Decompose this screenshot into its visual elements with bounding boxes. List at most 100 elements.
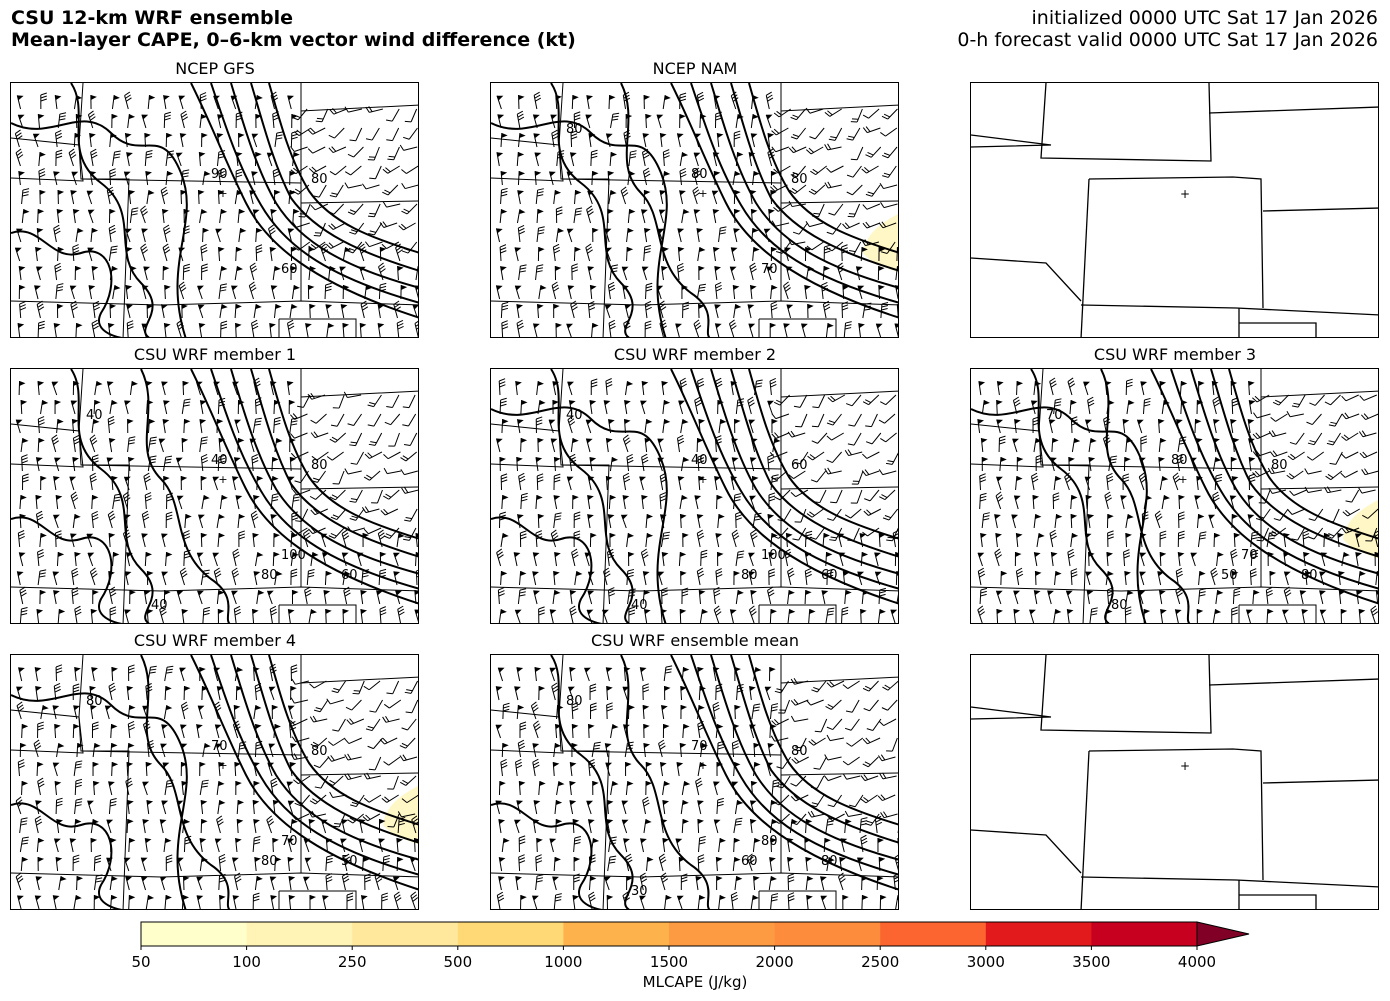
state-border <box>1080 876 1378 888</box>
contour-label: 80 <box>821 854 838 869</box>
shear-contour <box>1228 369 1378 540</box>
wind-barbs <box>495 91 898 337</box>
colorbar-tick-label: 250 <box>337 953 367 971</box>
map-panel-ensemble-mean: 80 80 70 80 80 60 30 + <box>490 654 899 910</box>
state-border <box>780 200 898 204</box>
shear-contour <box>670 655 898 891</box>
colorbar-tick-label: 2000 <box>755 953 794 971</box>
state-border <box>971 257 1082 302</box>
contour-label: 70 <box>211 739 228 754</box>
state-border <box>971 586 1378 592</box>
state-border <box>759 318 837 337</box>
state-border <box>11 137 84 182</box>
state-border <box>300 772 418 776</box>
state-border <box>780 369 898 398</box>
colorbar-tick-label: 1500 <box>649 953 689 971</box>
contour-label: 80 <box>86 694 103 709</box>
map-canvas: 70 80 80 80 + <box>491 83 898 337</box>
state-border <box>279 318 357 337</box>
shear-contour <box>550 83 634 337</box>
map-canvas: + <box>971 655 1378 909</box>
state-border <box>11 872 418 878</box>
shear-contour <box>690 655 898 876</box>
shear-contour <box>491 802 603 909</box>
shear-contour <box>730 655 898 844</box>
station-marker-icon: + <box>1180 187 1190 201</box>
colorbar-label: MLCAPE (J/kg) <box>642 973 748 991</box>
contour-label: 70 <box>691 739 708 754</box>
contour-label: 50 <box>341 854 358 869</box>
station-marker-icon: + <box>1180 759 1190 773</box>
map-canvas: + <box>971 83 1378 337</box>
map-panel-member-2: 100 60 40 40 60 80 40 + <box>490 368 899 624</box>
shear-contour <box>971 406 1148 623</box>
state-border <box>1088 176 1264 309</box>
state-border <box>300 200 418 204</box>
state-border <box>1260 486 1378 490</box>
panel-title-member-1: CSU WRF member 1 <box>133 345 297 364</box>
state-border <box>971 706 1052 720</box>
wind-barbs <box>495 377 898 623</box>
station-marker-icon: + <box>698 187 707 200</box>
contour-label: 80 <box>761 834 778 849</box>
shear-contour <box>550 369 634 623</box>
cape-shading <box>1343 500 1378 559</box>
state-border <box>1262 779 1378 784</box>
init-valid-info: initialized 0000 UTC Sat 17 Jan 2026 0-h… <box>957 7 1378 51</box>
map-panel-member-3: 70 80 80 70 80 50 80 + <box>970 368 1379 624</box>
state-border <box>279 890 357 909</box>
shear-contour <box>620 655 711 909</box>
contour-label: 40 <box>631 598 648 613</box>
panel-title-member-3: CSU WRF member 3 <box>1093 345 1257 364</box>
contour-label: 80 <box>311 744 328 759</box>
shear-contour <box>268 655 418 826</box>
shear-contour <box>1170 369 1378 590</box>
colorbar-tick-label: 100 <box>232 953 261 971</box>
panel-title-gfs: NCEP GFS <box>175 59 255 78</box>
wind-barbs <box>15 663 418 909</box>
contour-label: 40 <box>691 453 708 468</box>
map-canvas: 70 80 80 70 80 50 80 + <box>971 369 1378 623</box>
contour-label: 80 <box>1271 458 1288 473</box>
colorbar-segment <box>246 922 353 946</box>
contour-label: 40 <box>151 598 168 613</box>
contour-label: 70 <box>281 834 298 849</box>
state-border <box>81 750 130 909</box>
colorbar-segment <box>141 922 248 946</box>
map-canvas: 60 80 90 + <box>11 83 418 337</box>
station-marker-icon: + <box>698 473 707 486</box>
contour-label: 60 <box>341 568 358 583</box>
shear-contour <box>140 369 231 623</box>
state-border <box>491 586 898 592</box>
contour-label: 80 <box>261 854 278 869</box>
shear-contour <box>491 516 603 623</box>
colorbar-tick-label: 1000 <box>544 953 583 971</box>
contour-label: 70 <box>1241 548 1258 563</box>
map-panel-nam: 70 80 80 80 + <box>490 82 899 338</box>
contour-label: 80 <box>791 744 808 759</box>
wind-barbs <box>15 377 418 623</box>
shear-contour <box>491 120 668 337</box>
panel-title-member-2: CSU WRF member 2 <box>613 345 777 364</box>
state-border <box>300 486 418 490</box>
state-border <box>759 604 837 623</box>
state-border <box>11 300 418 306</box>
contour-label: 80 <box>691 167 708 182</box>
colorbar-segment <box>1091 922 1198 946</box>
contour-label: 80 <box>311 172 328 187</box>
contour-label: 60 <box>791 458 808 473</box>
colorbar-segment <box>774 922 881 946</box>
station-marker-icon: + <box>1178 473 1187 486</box>
shear-contour <box>1210 369 1378 558</box>
state-border <box>491 137 564 182</box>
contour-label: 80 <box>1301 568 1318 583</box>
station-marker-icon: + <box>218 759 227 772</box>
contour-label: 60 <box>821 568 838 583</box>
state-border <box>780 83 898 112</box>
state-border <box>300 369 418 398</box>
shear-contour <box>190 655 418 891</box>
state-border <box>971 134 1052 148</box>
panel-title-nam: NCEP NAM <box>652 59 738 78</box>
shear-contour <box>140 655 231 909</box>
